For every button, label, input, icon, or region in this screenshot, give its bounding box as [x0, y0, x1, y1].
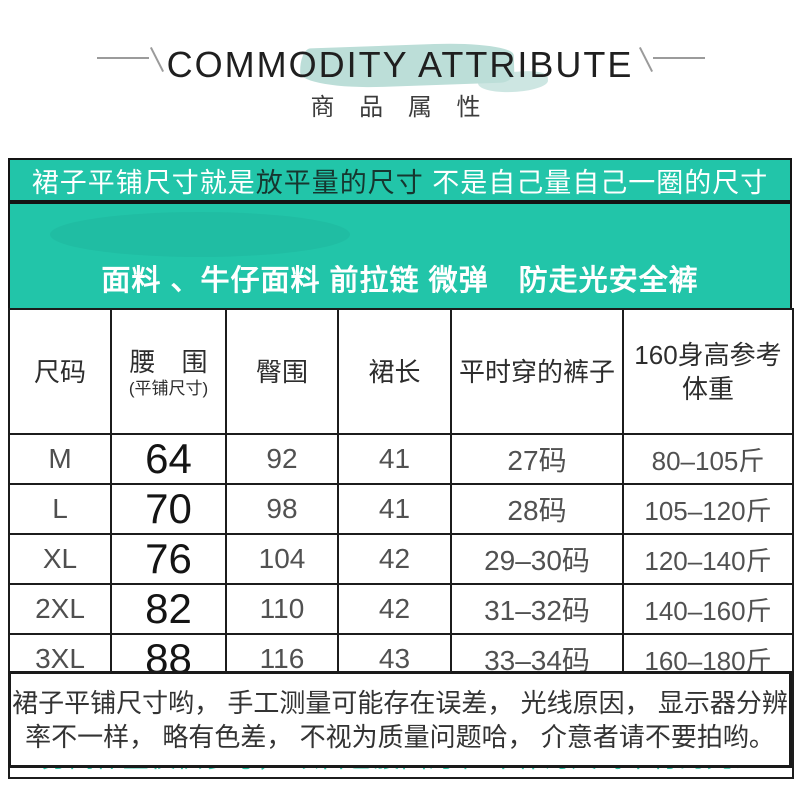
decor-line-left [97, 57, 149, 59]
measure-banner-text-dark: 放平量的尺寸 [255, 167, 424, 198]
size-cell: M [8, 433, 112, 485]
watermark-smudge [50, 212, 350, 257]
page-title: COMMODITY ATTRIBUTE [166, 44, 634, 85]
footer-note-line1: 裙子平铺尺寸哟， 手工测量可能存在误差， 光线原因， 显示器分辨 [12, 688, 788, 718]
hip-cell: 110 [225, 583, 339, 635]
weight-cell: 120–140斤 [622, 533, 794, 585]
hip-cell: 98 [225, 483, 339, 535]
pants-cell: 29–30码 [450, 533, 624, 585]
footer-note-line2: 率不一样， 略有色差， 不视为质量问题哈， 介意者请不要拍哟。 [25, 722, 775, 752]
page-subtitle: 商 品 属 性 [310, 94, 490, 121]
waist-header-label: 腰 围 [129, 346, 208, 377]
length-cell: 41 [337, 483, 452, 535]
waist-header-subnote: (平铺尺寸) [128, 378, 209, 398]
col-header-size: 尺码 [8, 308, 112, 435]
hip-cell: 104 [225, 533, 339, 585]
pants-cell: 28码 [450, 483, 624, 535]
table-row: L 70 98 41 28码 105–120斤 [8, 483, 794, 535]
hip-cell: 92 [225, 433, 339, 485]
weight-cell: 105–120斤 [622, 483, 794, 535]
length-cell: 41 [337, 433, 452, 485]
table-row: XL 76 104 42 29–30码 120–140斤 [8, 533, 794, 585]
fabric-banner: 面料 、牛仔面料 前拉链 微弹 防走光安全裤 [8, 202, 792, 310]
measure-banner-text-2: 不是自己量自己一圈的尺寸 [423, 167, 769, 198]
waist-cell: 64 [110, 433, 227, 485]
length-cell: 42 [337, 583, 452, 635]
fabric-banner-text: 面料 、牛仔面料 前拉链 微弹 防走光安全裤 [101, 265, 699, 297]
size-cell: L [8, 483, 112, 535]
waist-cell: 82 [110, 583, 227, 635]
decor-line-right [653, 57, 705, 59]
measure-banner-text-1: 裙子平铺尺寸就是 [31, 167, 256, 198]
waist-cell: 76 [110, 533, 227, 585]
weight-cell: 80–105斤 [622, 433, 794, 485]
pants-cell: 27码 [450, 433, 624, 485]
size-cell: 2XL [8, 583, 112, 635]
col-header-pants: 平时穿的裤子 [450, 308, 624, 435]
weight-cell: 140–160斤 [622, 583, 794, 635]
table-row: 2XL 82 110 42 31–32码 140–160斤 [8, 583, 794, 635]
table-header-row: 尺码 腰 围 (平铺尺寸) 臀围 裙长 平时穿的裤子 160身高参考体重 [8, 308, 794, 435]
col-header-hip: 臀围 [225, 308, 339, 435]
col-header-length: 裙长 [337, 308, 452, 435]
col-header-weight: 160身高参考体重 [622, 308, 794, 435]
length-cell: 42 [337, 533, 452, 585]
table-row: M 64 92 41 27码 80–105斤 [8, 433, 794, 485]
measure-banner: 裙子平铺尺寸就是 放平量的尺寸 不是自己量自己一圈的尺寸 [8, 158, 792, 202]
pants-cell: 31–32码 [450, 583, 624, 635]
waist-cell: 70 [110, 483, 227, 535]
size-cell: XL [8, 533, 112, 585]
col-header-waist: 腰 围 (平铺尺寸) [110, 308, 227, 435]
footer-note-box: 裙子平铺尺寸哟， 手工测量可能存在误差， 光线原因， 显示器分辨 率不一样， 略… [8, 671, 792, 768]
